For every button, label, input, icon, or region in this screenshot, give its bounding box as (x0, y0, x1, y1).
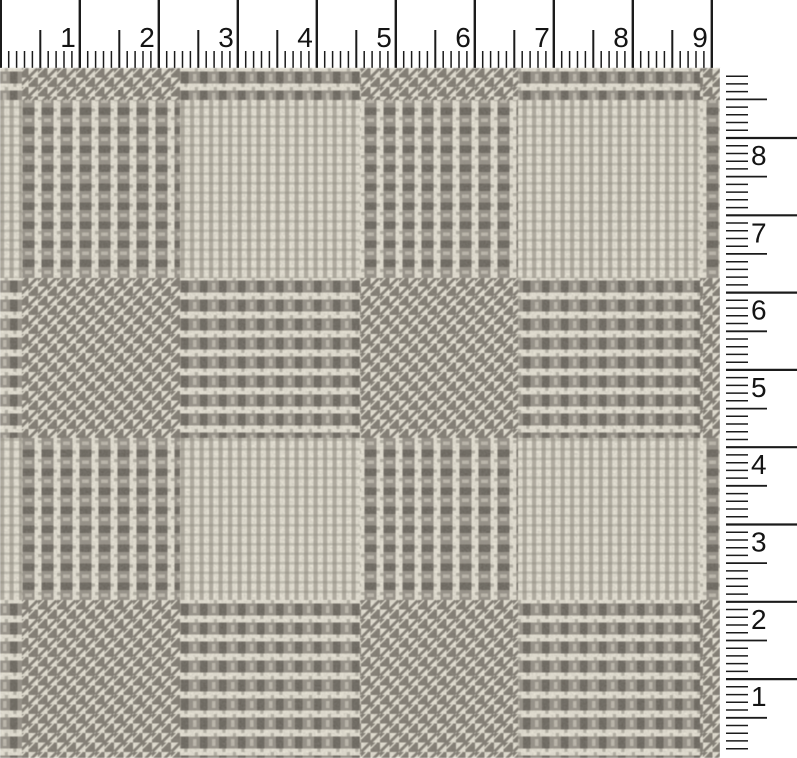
ruler-number: 2 (751, 604, 767, 635)
ruler-number: 5 (376, 22, 392, 53)
ruler-number: 1 (60, 22, 76, 53)
right-ruler-ticks (726, 75, 797, 750)
ruler-number: 7 (751, 217, 767, 248)
ruler-number: 9 (692, 22, 708, 53)
top-ruler-numbers: 1 2 3 4 5 6 7 8 9 (60, 22, 708, 53)
half-inch-ticks (726, 98, 767, 719)
ruler-number: 7 (534, 22, 550, 53)
ruler-number: 4 (297, 22, 313, 53)
ruler-number: 6 (751, 295, 767, 326)
right-ruler: 1 2 3 4 5 6 7 8 (720, 68, 797, 758)
ruler-number: 8 (751, 140, 767, 171)
inch-ticks (726, 136, 797, 681)
ruler-number: 2 (139, 22, 155, 53)
inch-ticks (0, 0, 713, 68)
tenth-inch-ticks (7, 51, 705, 68)
right-ruler-numbers: 1 2 3 4 5 6 7 8 (751, 140, 767, 712)
ruler-number: 3 (218, 22, 234, 53)
tenth-inch-ticks (726, 75, 748, 750)
top-ruler-scale: 1 2 3 4 5 6 7 8 9 (0, 0, 713, 68)
top-ruler: 1 2 3 4 5 6 7 8 9 (0, 0, 797, 68)
ruler-number: 5 (751, 372, 767, 403)
ruler-number: 8 (613, 22, 629, 53)
half-inch-ticks (39, 30, 674, 68)
ruler-number: 1 (751, 681, 767, 712)
ruler-number: 3 (751, 527, 767, 558)
fabric-image (0, 68, 720, 758)
ruler-number: 6 (455, 22, 471, 53)
right-ruler-scale: 1 2 3 4 5 6 7 8 (726, 75, 797, 750)
top-ruler-ticks (0, 0, 713, 68)
glen-plaid-texture (0, 68, 720, 758)
ruler-number: 4 (751, 449, 767, 480)
fabric-grain-light (0, 68, 720, 758)
